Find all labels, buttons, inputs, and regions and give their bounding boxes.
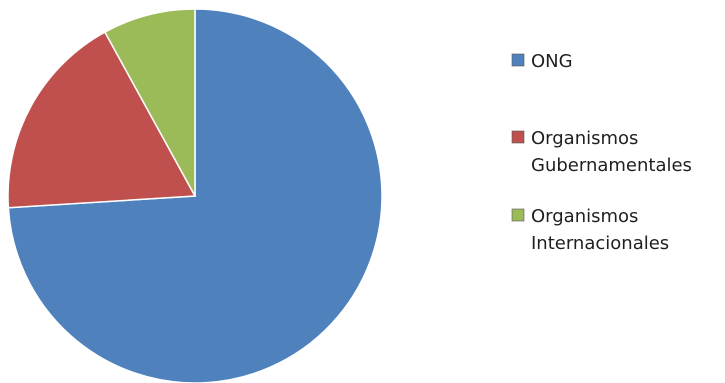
legend-label-line: Gubernamentales (531, 155, 692, 176)
legend-label-line: Organismos (531, 128, 638, 149)
legend-swatch (511, 208, 525, 222)
legend-item-organismos-internacionales: Organismos Internacionales (511, 206, 669, 254)
legend-label-line: Organismos (531, 206, 638, 227)
legend-label-line: ONG (531, 51, 573, 72)
legend-swatch (511, 130, 525, 144)
legend-item-ong: ONG (511, 51, 573, 72)
legend-label: Organismos Gubernamentales (531, 128, 692, 176)
legend-item-organismos-gubernamentales: Organismos Gubernamentales (511, 128, 692, 176)
pie-slices (7, 8, 383, 383)
pie-slice-organismos-internacionales (103, 8, 196, 197)
legend: ONG Organismos Gubernamentales Organismos In… (511, 51, 692, 254)
legend-label: Organismos Internacionales (531, 206, 669, 254)
legend-label-line: Internacionales (531, 233, 669, 254)
legend-label: ONG (531, 51, 573, 72)
pie-slice-organismos-gubernamentales (7, 31, 197, 209)
legend-swatch (511, 53, 525, 67)
